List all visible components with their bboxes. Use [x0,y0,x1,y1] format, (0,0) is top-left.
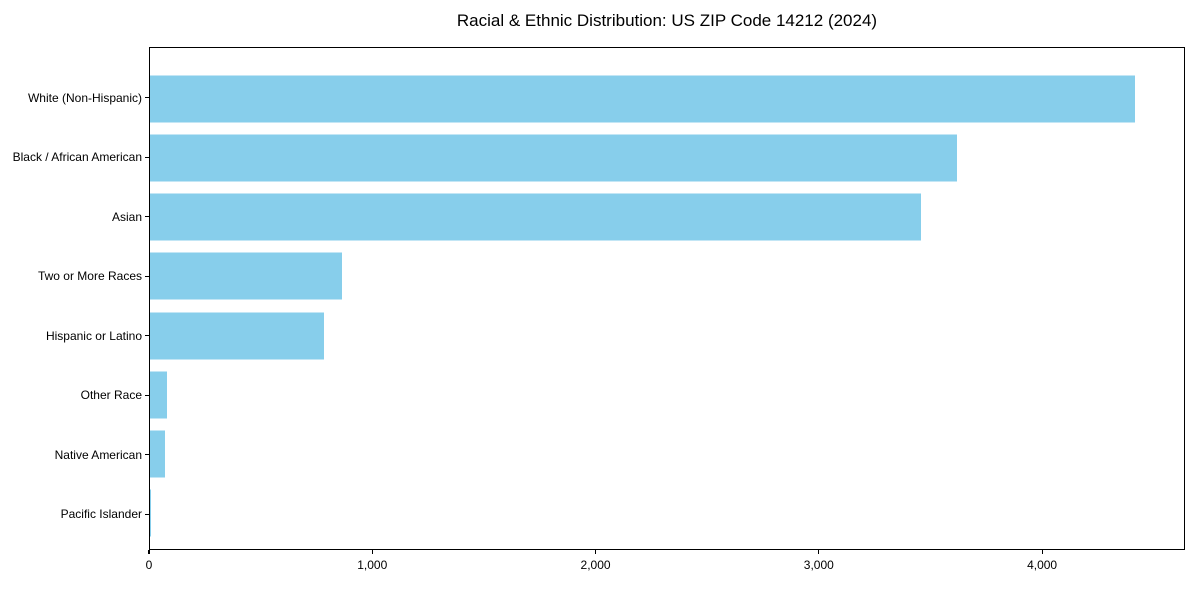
x-tick-mark [1041,550,1043,554]
y-label-row: Two or More Races [0,247,149,307]
y-label-row: Pacific Islander [0,485,149,545]
x-tick-label: 0 [145,558,153,572]
x-tick-label: 2,000 [580,558,611,572]
y-label-row: Black / African American [0,128,149,188]
y-tick-mark [145,513,149,515]
y-label-row: Native American [0,425,149,485]
y-tick-label: White (Non-Hispanic) [27,90,142,105]
bar-row [150,188,1184,247]
y-tick-label: Two or More Races [37,269,142,284]
y-tick-mark [145,216,149,218]
bar-two-or-more-races [150,252,342,300]
bar-row [150,484,1184,543]
x-tick-mark [818,550,820,554]
y-label-row: Hispanic or Latino [0,306,149,366]
x-axis: 0 1,000 2,000 3,000 4,000 [146,550,1185,586]
y-tick-label: Pacific Islander [60,507,142,522]
y-tick-mark [145,97,149,99]
y-label-row: Other Race [0,366,149,426]
bar-row [150,247,1184,306]
bar-native-american [150,430,166,478]
bar-black-african-american [150,134,957,182]
bar-row [150,365,1184,424]
y-label-row: White (Non-Hispanic) [0,68,149,128]
bar-row [150,425,1184,484]
chart-title: Racial & Ethnic Distribution: US ZIP Cod… [456,11,878,30]
y-axis-labels: White (Non-Hispanic) Black / African Amer… [0,47,149,550]
y-tick-label: Native American [54,447,142,462]
bar-row [150,128,1184,187]
y-tick-mark [145,454,149,456]
bar-row [150,306,1184,365]
y-tick-label: Black / African American [12,150,142,165]
bar-row [150,69,1184,128]
bar-asian [150,193,922,241]
x-tick-mark [594,550,597,554]
y-tick-label: Other Race [80,388,142,403]
y-tick-mark [145,275,149,277]
y-tick-mark [145,394,149,396]
x-tick-label: 4,000 [1027,558,1058,572]
x-tick-label: 1,000 [357,558,388,572]
y-tick-mark [145,156,149,158]
bar-white-non-hispanic [150,75,1135,123]
y-label-row: Asian [0,187,149,247]
bar-pacific-islander [150,489,151,537]
y-tick-label: Hispanic or Latino [45,328,142,343]
bar-hispanic-or-latino [150,312,324,360]
bar-other-race [150,371,168,419]
x-tick-mark [371,550,373,554]
y-tick-label: Asian [111,209,142,224]
y-tick-mark [145,335,149,337]
x-tick-label: 3,000 [803,558,834,572]
plot-area [149,47,1185,550]
x-tick-mark [148,550,150,554]
